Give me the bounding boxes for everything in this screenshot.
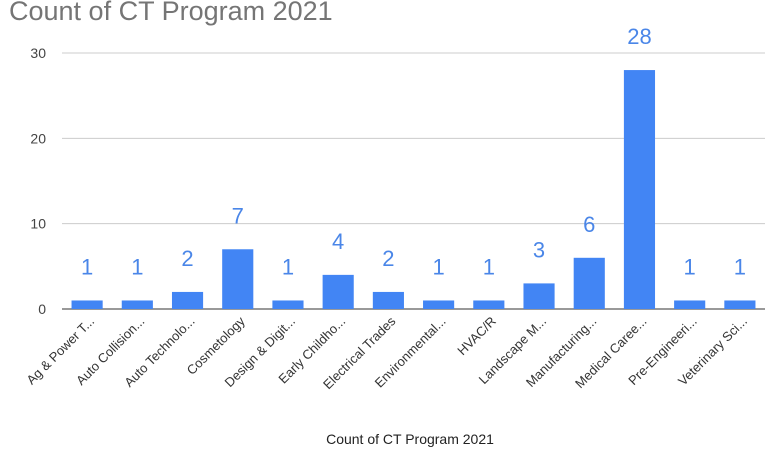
bar xyxy=(322,274,354,309)
data-label: 1 xyxy=(131,254,143,279)
data-label: 2 xyxy=(382,246,394,271)
bars xyxy=(71,70,756,309)
data-label: 1 xyxy=(282,254,294,279)
bar xyxy=(222,249,254,309)
x-axis-title: Count of CT Program 2021 xyxy=(326,431,494,447)
data-label: 1 xyxy=(684,254,696,279)
data-labels: 1 1 2 7 1 4 2 1 1 3 6 28 1 1 xyxy=(81,24,746,279)
bar xyxy=(423,300,455,309)
bar xyxy=(573,257,605,309)
gridlines xyxy=(62,52,765,310)
y-tick-label: 30 xyxy=(30,45,46,61)
chart-title: Count of CT Program 2021 xyxy=(9,0,333,26)
data-label: 1 xyxy=(734,254,746,279)
y-tick-label: 20 xyxy=(30,130,46,146)
y-axis: 0 10 20 30 xyxy=(30,45,46,317)
bar xyxy=(623,70,656,309)
data-label: 1 xyxy=(432,254,444,279)
data-label: 4 xyxy=(332,229,344,254)
bar xyxy=(71,300,103,309)
x-tick-label: HVAC/R xyxy=(454,314,499,359)
bar xyxy=(523,283,555,309)
data-label: 7 xyxy=(232,203,244,228)
x-axis: Ag & Power T...Auto Collision...Auto Tec… xyxy=(23,313,750,392)
bar xyxy=(272,300,304,309)
data-label: 3 xyxy=(533,237,545,262)
bar xyxy=(473,300,505,309)
bar xyxy=(121,300,153,309)
bar xyxy=(171,291,204,309)
data-label: 1 xyxy=(483,254,495,279)
data-label: 1 xyxy=(81,254,93,279)
y-tick-label: 10 xyxy=(30,216,46,232)
data-label: 6 xyxy=(583,212,595,237)
bar xyxy=(674,300,706,309)
bar xyxy=(372,291,404,309)
data-label: 2 xyxy=(181,246,193,271)
y-tick-label: 0 xyxy=(38,301,46,317)
bar xyxy=(724,300,756,309)
data-label: 28 xyxy=(627,24,651,49)
